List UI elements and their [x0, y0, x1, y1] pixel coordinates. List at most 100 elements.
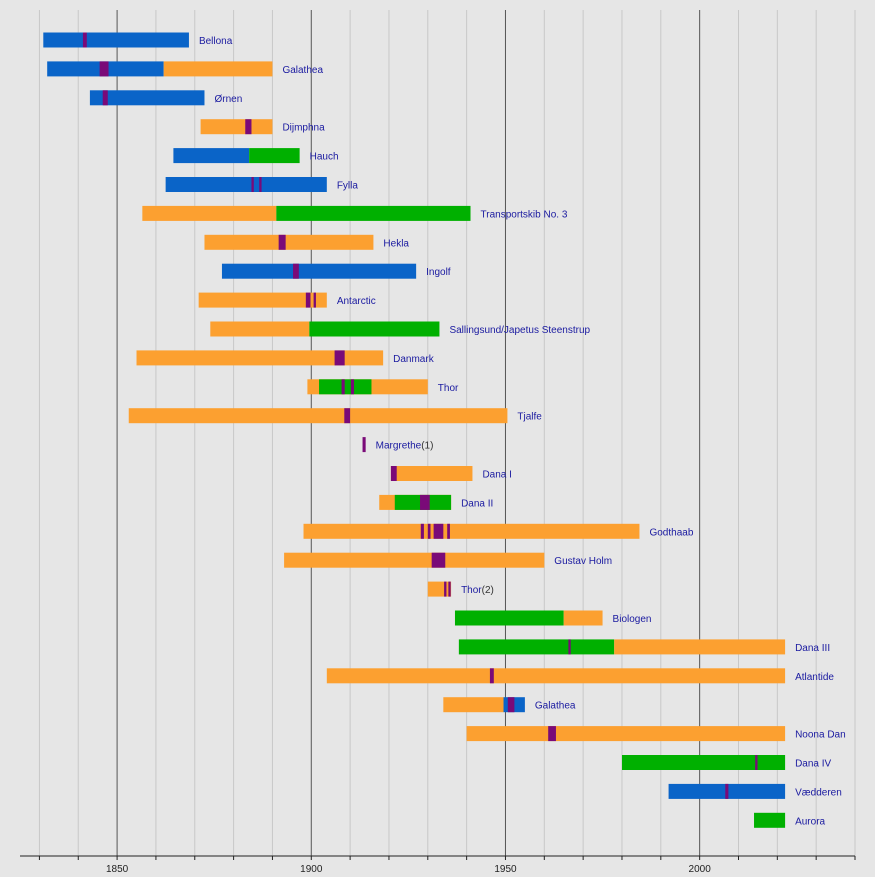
blue-segment-bar [221, 263, 417, 279]
ship-row [173, 148, 300, 164]
ship-label: Atlantide [795, 672, 834, 683]
ship-label: Margrethe(1) [376, 441, 434, 452]
event-mark [341, 379, 345, 395]
ship-labels: Bellona Galathea Ørnen Dijmphna Hauch Fylla Tr… [199, 36, 846, 827]
orange-segment-bar [466, 726, 786, 742]
orange-segment-bar [204, 234, 374, 250]
ship-row [326, 668, 786, 684]
event-mark [362, 437, 366, 453]
event-mark [313, 292, 316, 308]
orange-segment-bar [200, 119, 273, 135]
event-mark [334, 350, 345, 366]
ship-bars [43, 32, 786, 828]
ship-label: Thor [438, 383, 459, 394]
ship-row [754, 812, 786, 828]
orange-segment-bar [284, 552, 545, 568]
ship-row [200, 119, 273, 135]
ship-label: Transportskib No. 3 [481, 209, 568, 220]
ship-row [379, 494, 452, 510]
event-mark [568, 639, 571, 655]
x-tick-label: 1850 [106, 864, 129, 875]
green-segment-bar [309, 321, 440, 337]
event-mark [489, 668, 494, 684]
blue-segment-bar [165, 177, 327, 192]
event-mark [548, 726, 556, 742]
ship-row [221, 263, 417, 279]
green-segment-bar [458, 639, 615, 655]
event-mark [82, 32, 87, 48]
event-mark [444, 581, 447, 597]
event-mark [427, 523, 431, 539]
ship-row [198, 292, 327, 308]
event-mark [305, 292, 311, 308]
event-mark [344, 408, 351, 424]
event-mark [102, 90, 108, 106]
event-mark [431, 552, 446, 568]
ship-row [128, 408, 508, 424]
event-mark [251, 177, 254, 192]
orange-segment-bar [326, 668, 786, 684]
orange-segment-bar [142, 205, 277, 221]
ship-row [466, 726, 786, 742]
orange-segment-bar [303, 523, 640, 539]
ship-label: Godthaab [649, 527, 693, 538]
x-axis-ticks: 1850 1900 1950 2000 [38, 856, 856, 875]
ship-row [390, 466, 473, 481]
green-segment-bar [319, 379, 372, 395]
ship-label: Vædderen [795, 787, 842, 798]
ship-label: Dana III [795, 643, 830, 654]
ship-label: Hauch [310, 152, 339, 163]
ship-label: Dijmphna [282, 123, 325, 134]
ship-row [668, 783, 786, 799]
ship-label: Dana I [482, 470, 511, 481]
event-mark [390, 466, 397, 481]
ship-row [307, 379, 428, 395]
blue-segment-bar [89, 90, 205, 106]
ship-label: Aurora [795, 816, 825, 827]
ship-row [443, 697, 525, 713]
ship-row [43, 32, 189, 48]
ship-row [621, 755, 786, 770]
event-mark [293, 263, 299, 279]
orange-segment-bar [136, 350, 384, 366]
ship-label: Biologen [613, 614, 652, 625]
orange-segment-bar [563, 610, 603, 626]
ship-row [454, 610, 603, 626]
event-mark [448, 581, 451, 597]
ship-label: Thor(2) [461, 585, 494, 596]
ship-label: Dana II [461, 498, 493, 509]
event-mark [447, 523, 450, 539]
orange-segment-bar [390, 466, 473, 481]
ship-label: Antarctic [337, 296, 376, 307]
ship-row [47, 61, 273, 77]
ship-label: Galathea [535, 701, 576, 712]
ship-label: Bellona [199, 36, 233, 47]
ship-label: Noona Dan [795, 730, 846, 741]
ship-row [204, 234, 374, 250]
ship-row [165, 177, 327, 192]
event-mark [420, 494, 430, 510]
orange-segment-bar [163, 61, 273, 77]
orange-segment-bar [443, 697, 504, 713]
orange-segment-bar [427, 581, 452, 597]
ship-row [142, 205, 471, 221]
ship-row [210, 321, 440, 337]
ship-label: Fylla [337, 181, 359, 192]
ship-row [303, 523, 640, 539]
ship-label: Tjalfe [517, 412, 542, 423]
event-mark [350, 379, 354, 395]
ship-row [427, 581, 452, 597]
ship-label: Ørnen [214, 94, 242, 105]
ship-label: Danmark [393, 354, 435, 365]
ship-label: Gustav Holm [554, 556, 612, 567]
event-mark [420, 523, 424, 539]
blue-segment-bar [173, 148, 250, 164]
ship-label: Galathea [282, 65, 323, 76]
x-tick-label: 1900 [300, 864, 323, 875]
green-segment-bar [621, 755, 786, 770]
green-segment-bar [754, 812, 786, 828]
orange-segment-bar [210, 321, 310, 337]
ship-row [458, 639, 786, 655]
